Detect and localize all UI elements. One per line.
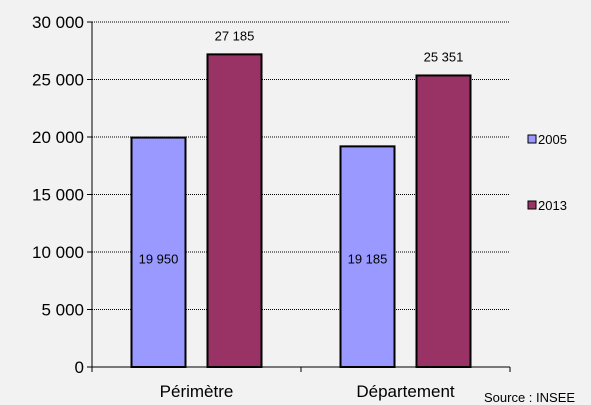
legend: 2005 2013 — [527, 132, 567, 213]
y-tick-label: 0 — [75, 358, 84, 377]
data-label: 19 185 — [348, 252, 388, 267]
y-tick-label: 20 000 — [32, 128, 84, 147]
y-axis-ticks: 0 5 000 10 000 15 000 20 000 25 000 30 000 — [32, 13, 92, 377]
x-axis-labels: Périmètre Département — [160, 382, 455, 401]
y-tick-label: 25 000 — [32, 71, 84, 90]
x-category-label: Département — [356, 382, 455, 401]
y-tick-label: 10 000 — [32, 243, 84, 262]
bar-2013-1 — [415, 74, 472, 368]
y-tick-label: 5 000 — [41, 301, 84, 320]
y-tick-label: 30 000 — [32, 13, 84, 32]
legend-swatch-2005 — [527, 134, 537, 144]
source-note: Source : INSEE — [484, 390, 575, 405]
data-label: 19 950 — [139, 252, 179, 267]
bar-2005-0 — [130, 136, 187, 368]
bars: 19 950 27 185 19 185 25 351 — [130, 28, 472, 369]
legend-swatch-2013 — [527, 200, 537, 210]
bar-2005-1 — [339, 145, 396, 368]
legend-label-2013: 2013 — [538, 198, 567, 213]
x-category-label: Périmètre — [160, 382, 234, 401]
legend-label-2005: 2005 — [538, 132, 567, 147]
bar-2013-0 — [206, 53, 263, 369]
y-tick-label: 15 000 — [32, 186, 84, 205]
data-label: 25 351 — [424, 49, 464, 64]
axes — [91, 22, 511, 372]
data-label: 27 185 — [215, 28, 255, 43]
